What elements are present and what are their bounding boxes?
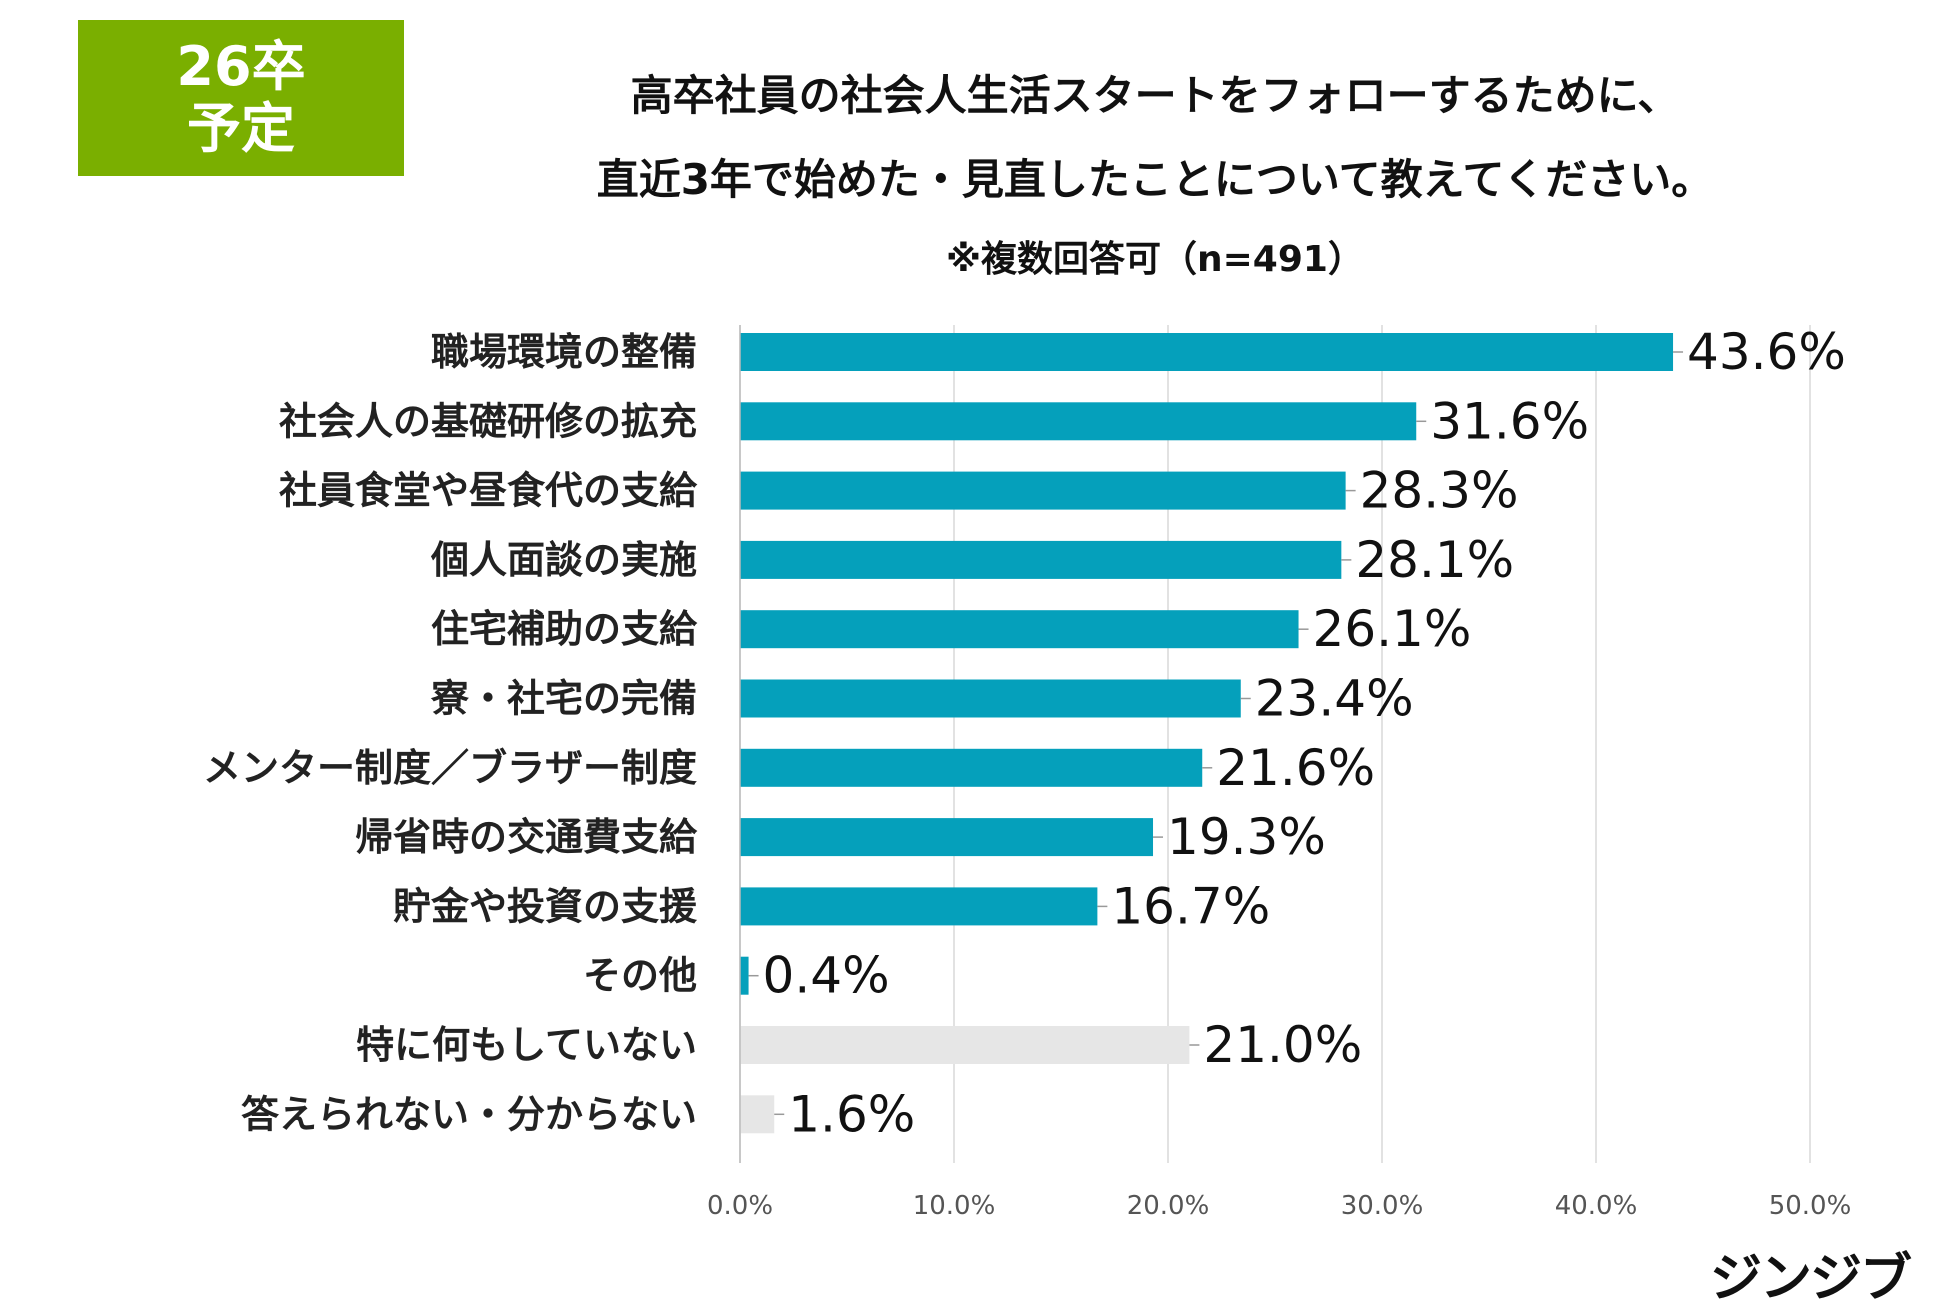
data-label: 1.6% <box>788 1085 915 1143</box>
bar <box>740 333 1674 371</box>
bar <box>740 887 1098 926</box>
bar <box>740 540 1342 579</box>
survey-badge: 26卒 予定 <box>78 20 404 176</box>
x-tick-label: 10.0% <box>913 1191 996 1221</box>
category-label: 特に何もしていない <box>356 1023 697 1067</box>
data-label: 26.1% <box>1313 600 1472 658</box>
category-label: 寮・社宅の完備 <box>430 677 697 721</box>
bar <box>740 1095 775 1134</box>
data-label: 21.0% <box>1203 1016 1362 1074</box>
bar <box>740 679 1241 718</box>
category-label: 住宅補助の支給 <box>431 607 698 651</box>
bar <box>740 402 1417 441</box>
data-label: 43.6% <box>1687 323 1846 381</box>
x-tick-label: 30.0% <box>1341 1191 1424 1221</box>
chart-title-line-1: 高卒社員の社会人生活スタートをフォローするために、 <box>630 71 1680 120</box>
chart-title-line-2: 直近3年で始めた・見直したことについて教えてください。 <box>596 155 1714 204</box>
category-label: 答えられない・分からない <box>241 1092 697 1136</box>
category-label: 貯金や投資の支援 <box>393 884 698 928</box>
bar <box>740 818 1154 857</box>
category-label: 帰省時の交通費支給 <box>355 815 698 859</box>
category-label: 個人面談の実施 <box>430 538 697 582</box>
category-label: 社員食堂や昼食代の支給 <box>279 469 698 513</box>
bar <box>740 748 1203 787</box>
data-label: 28.1% <box>1355 531 1514 589</box>
data-label: 31.6% <box>1430 392 1589 450</box>
category-label: 職場環境の整備 <box>431 330 697 374</box>
x-tick-label: 0.0% <box>707 1191 773 1221</box>
x-tick-label: 20.0% <box>1127 1191 1210 1221</box>
category-label: その他 <box>583 954 697 998</box>
x-tick-label: 40.0% <box>1555 1191 1638 1221</box>
bar <box>740 610 1299 649</box>
bar <box>740 471 1346 510</box>
brand-logo: ジンジブ <box>1710 1249 1912 1309</box>
bar <box>740 956 749 995</box>
x-tick-label: 50.0% <box>1769 1191 1852 1221</box>
data-label: 21.6% <box>1216 739 1375 797</box>
data-label: 23.4% <box>1255 670 1414 728</box>
badge-line-2: 予定 <box>187 97 295 160</box>
category-label: メンター制度／ブラザー制度 <box>203 746 697 790</box>
badge-line-1: 26卒 <box>176 35 306 98</box>
data-label: 16.7% <box>1111 877 1270 935</box>
data-label: 0.4% <box>763 947 890 1005</box>
chart-subtitle: ※複数回答可（n=491） <box>946 239 1364 280</box>
data-label: 28.3% <box>1360 462 1519 520</box>
bar <box>740 1026 1190 1064</box>
category-label: 社会人の基礎研修の拡充 <box>279 399 697 443</box>
data-label: 19.3% <box>1167 808 1326 866</box>
